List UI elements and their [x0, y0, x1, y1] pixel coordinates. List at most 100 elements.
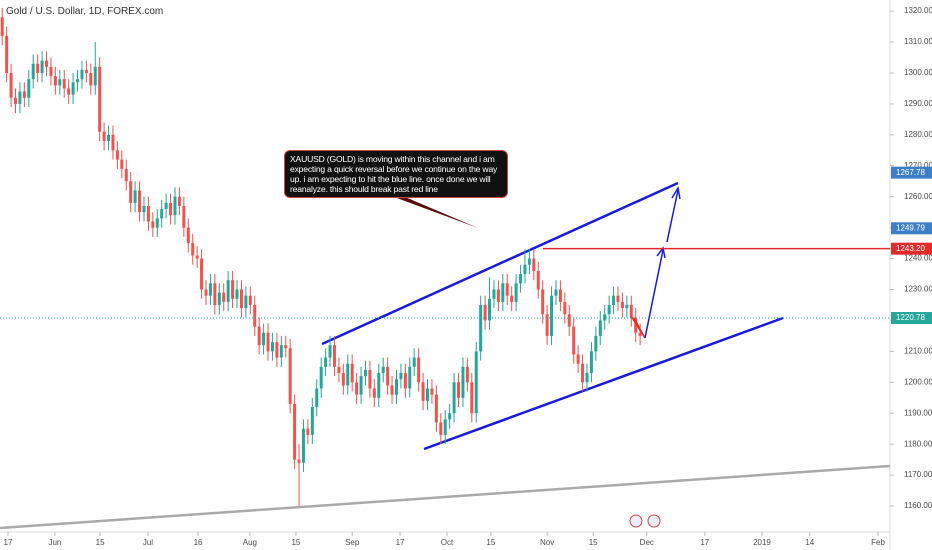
candle-body — [226, 280, 230, 302]
candle-body — [607, 304, 611, 315]
candle-body — [581, 363, 585, 383]
candle-body — [457, 382, 461, 398]
y-tick-label: 1320.00 — [904, 6, 932, 15]
candle-body — [155, 218, 159, 228]
candle-body — [102, 131, 106, 142]
price-badge-label: 1220.78 — [896, 313, 925, 322]
x-tick-label: Sep — [345, 538, 360, 547]
candle-body — [22, 91, 26, 98]
candle-body — [443, 419, 447, 435]
candle-body — [27, 79, 31, 98]
candle-body — [14, 97, 18, 104]
candle-body — [638, 332, 642, 336]
candle-body — [213, 283, 217, 305]
candle-body — [324, 357, 328, 367]
candle-body — [177, 196, 181, 206]
x-tick-label: Aug — [243, 538, 257, 547]
candle-body — [111, 134, 115, 151]
candle-body — [315, 388, 319, 408]
chart-title: Gold / U.S. Dollar, 1D, FOREX.com — [6, 6, 164, 17]
candle-body — [603, 314, 607, 321]
candle-body — [297, 459, 301, 463]
candle-body — [98, 66, 102, 132]
candle-body — [390, 385, 394, 395]
candle-body — [5, 35, 9, 73]
x-tick-label: Jul — [143, 538, 153, 547]
candle-body — [124, 168, 128, 182]
x-tick-label: 17 — [396, 538, 405, 547]
annotation: XAUUSD (GOLD) is moving within this chan… — [284, 150, 508, 198]
candle-body — [217, 292, 221, 305]
candle-body — [146, 205, 150, 222]
price-badge — [891, 242, 932, 255]
y-tick-label: 1190.00 — [904, 408, 932, 417]
candle-body — [536, 270, 540, 290]
price-badge — [891, 166, 932, 179]
price-badge-label: 1267.78 — [896, 168, 925, 177]
candle-body — [53, 76, 57, 86]
y-tick-label: 1300.00 — [904, 68, 932, 77]
candle-body — [403, 373, 407, 389]
candle-body — [248, 295, 252, 305]
candle-body — [80, 69, 84, 80]
price-badge — [891, 222, 932, 235]
candle-body — [231, 280, 235, 299]
candle-body — [563, 301, 567, 315]
candle-body — [377, 373, 381, 398]
candle-body — [417, 357, 421, 383]
x-tick-label: 16 — [194, 538, 203, 547]
candle-body — [488, 298, 492, 321]
x-tick-label: Jun — [48, 538, 61, 547]
candle-body — [527, 258, 531, 265]
candle-body — [479, 304, 483, 352]
y-tick-label: 1170.00 — [904, 470, 932, 479]
candle-body — [625, 304, 629, 309]
price-badge-label: 1249.79 — [896, 223, 925, 232]
y-tick-label: 1290.00 — [904, 99, 932, 108]
event-icon — [629, 514, 643, 528]
candle-body — [186, 227, 190, 244]
price-badge — [891, 312, 932, 325]
candle-body — [18, 91, 22, 104]
candle-body — [355, 382, 359, 395]
candle-body — [448, 413, 452, 420]
candle-body — [169, 202, 173, 216]
candle-body — [519, 274, 523, 284]
candle-body — [270, 342, 274, 352]
candle-body — [76, 79, 80, 83]
candle-body — [142, 205, 146, 213]
trend-line — [0, 464, 891, 530]
price-badge-label: 1243.20 — [896, 244, 925, 253]
candle-body — [257, 326, 261, 346]
candle-body — [266, 332, 270, 352]
x-tick-label: 15 — [96, 538, 105, 547]
candle-body — [244, 295, 248, 309]
candle-body — [496, 289, 500, 302]
candle-body — [164, 202, 168, 210]
candle-body — [239, 289, 243, 309]
candle-body — [288, 348, 292, 404]
candle-body — [222, 292, 226, 302]
candle-body — [532, 258, 536, 271]
candle-body — [372, 388, 376, 398]
candle-body — [426, 388, 430, 401]
x-tick-label: 15 — [486, 538, 495, 547]
candle-body — [67, 88, 71, 95]
candle-body — [434, 394, 438, 423]
blue-arrow — [644, 249, 664, 339]
candle-body — [523, 264, 527, 275]
candle-body — [9, 72, 13, 98]
candle-body — [510, 295, 514, 302]
candle-body — [452, 382, 456, 414]
candle-body — [558, 289, 562, 302]
candle-body — [138, 190, 142, 213]
candle-body — [550, 295, 554, 336]
candle-body — [629, 304, 633, 318]
y-tick-label: 1180.00 — [904, 439, 932, 448]
candle-body — [284, 345, 288, 349]
candle-body — [501, 283, 505, 302]
y-tick-label: 1240.00 — [904, 254, 932, 263]
candle-body — [84, 69, 88, 73]
